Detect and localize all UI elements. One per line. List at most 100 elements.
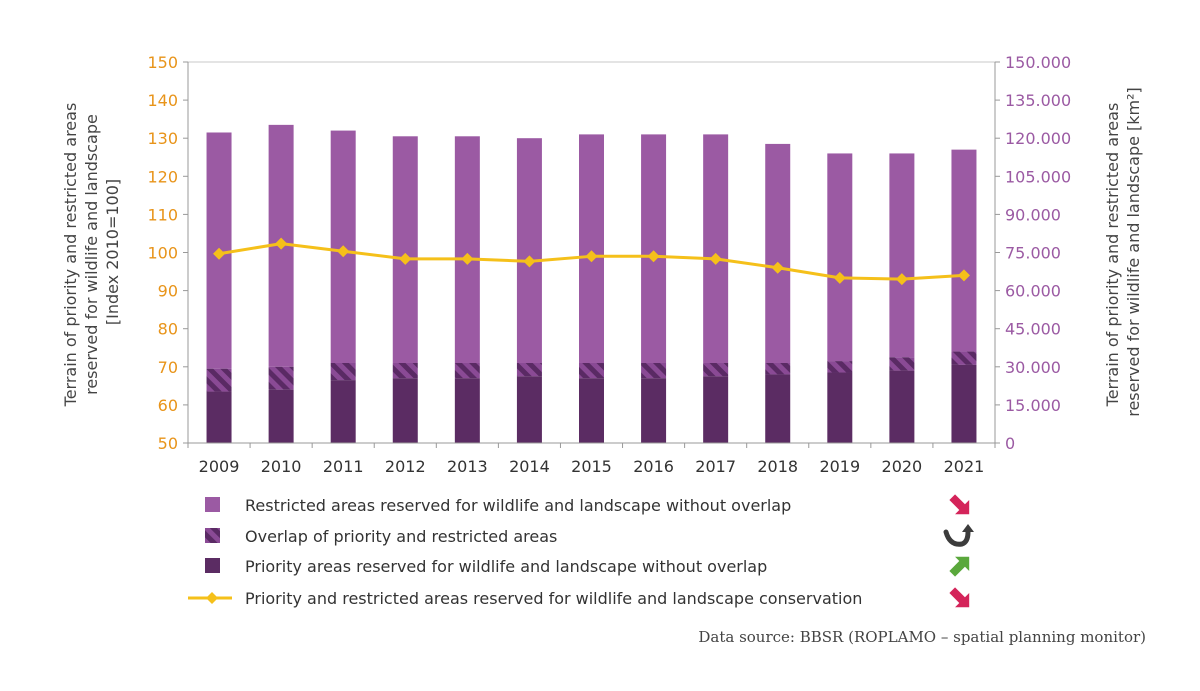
y-left-tick-label: 140	[147, 91, 178, 110]
legend-label: Priority and restricted areas reserved f…	[245, 589, 862, 608]
y-right-title-line-1: Terrain of priority and restricted areas	[1103, 103, 1122, 408]
line-marker	[213, 247, 226, 260]
y-left-tick-label: 100	[147, 244, 178, 263]
x-tick-label: 2014	[509, 457, 550, 476]
bar-priority	[951, 364, 977, 443]
line-marker	[957, 269, 970, 282]
y-left-tick-label: 80	[158, 320, 178, 339]
bar-priority	[641, 378, 667, 443]
bar-overlap	[392, 362, 418, 379]
bar-restricted	[765, 143, 791, 363]
line-marker	[895, 273, 908, 286]
trend-down-arrow-shape	[949, 494, 970, 515]
x-tick-label: 2012	[385, 457, 426, 476]
y-right-tick-label: 45.000	[1005, 320, 1061, 339]
bar-priority	[330, 380, 356, 443]
y-right-tick-label: 30.000	[1005, 358, 1061, 377]
line-marker	[461, 252, 474, 265]
x-tick-label: 2020	[882, 457, 923, 476]
y-left-tick-label: 130	[147, 129, 178, 148]
trend-reversal-head	[962, 524, 974, 532]
bar-overlap	[641, 362, 667, 379]
trend-up-arrow-shape	[949, 556, 970, 577]
y-right-tick-label: 75.000	[1005, 244, 1061, 263]
y-left-tick-label: 90	[158, 282, 178, 301]
line-marker	[399, 252, 412, 265]
legend-swatch-restricted	[205, 497, 220, 512]
y-left-tick-label: 60	[158, 396, 178, 415]
trend-reversal-arrow-icon	[943, 524, 974, 547]
plot-area: 50 60 70 80 90 100 110 120 130 140 150 0 15.000 30.00…	[147, 53, 1071, 476]
line-marker	[771, 261, 784, 274]
legend-swatch-marker	[206, 592, 218, 604]
bar-priority	[579, 378, 604, 443]
trend-reversal-curve	[943, 529, 971, 547]
x-tick-label: 2011	[323, 457, 364, 476]
bar-overlap	[703, 362, 729, 377]
x-tick-label: 2017	[695, 457, 736, 476]
bar-overlap	[889, 357, 915, 371]
y-left-axis-title: Terrain of priority and restricted areas…	[61, 98, 122, 408]
y-left-tick-label: 70	[158, 358, 178, 377]
bar-priority	[206, 391, 232, 443]
x-tick-label: 2009	[199, 457, 240, 476]
bar-overlap	[206, 368, 232, 392]
legend: Restricted areas reserved for wildlife a…	[188, 494, 974, 608]
line-marker	[523, 255, 536, 268]
y-right-tick-label: 90.000	[1005, 205, 1061, 224]
trend-down-arrow-icon	[949, 494, 970, 515]
legend-label: Priority areas reserved for wildlife and…	[245, 557, 767, 576]
bar-priority	[889, 370, 915, 443]
bar-overlap	[268, 366, 294, 390]
bar-restricted	[703, 134, 729, 363]
y-right-tick-label: 150.000	[1005, 53, 1071, 72]
line-marker	[709, 252, 722, 265]
x-tick-label: 2010	[261, 457, 302, 476]
bar-restricted	[392, 136, 418, 363]
line-marker	[275, 237, 288, 250]
line-marker	[337, 245, 350, 258]
line-marker	[647, 250, 660, 263]
y-right-tick-label: 135.000	[1005, 91, 1071, 110]
y-right-axis-title: Terrain of priority and restricted areas…	[1103, 87, 1143, 417]
legend-swatch-overlap	[205, 528, 220, 543]
trend-down-arrow-shape	[949, 587, 970, 608]
y-right-title-line-2: reserved for wildlife and landscape [km²…	[1124, 87, 1143, 417]
x-tick-label: 2019	[819, 457, 860, 476]
bar-overlap	[516, 362, 542, 377]
y-left-tick-label: 150	[147, 53, 178, 72]
bar-priority	[392, 378, 418, 443]
y-left-tick-label: 120	[147, 167, 178, 186]
x-tick-label: 2016	[633, 457, 674, 476]
bar-restricted	[889, 153, 915, 358]
y-left-tick-label: 50	[158, 434, 178, 453]
bar-overlap	[951, 351, 977, 365]
y-right-tick-label: 15.000	[1005, 396, 1061, 415]
bar-restricted	[951, 149, 977, 352]
x-tick-label: 2018	[757, 457, 798, 476]
bar-priority	[454, 378, 480, 443]
bar-restricted	[827, 153, 853, 362]
bar-overlap	[330, 362, 356, 381]
bar-priority	[516, 376, 542, 443]
bar-restricted	[641, 134, 667, 363]
bar-restricted	[579, 134, 604, 363]
y-left-tick-label: 110	[147, 205, 178, 224]
legend-label: Restricted areas reserved for wildlife a…	[245, 496, 791, 515]
bar-priority	[703, 376, 729, 443]
bar-overlap	[827, 361, 853, 373]
line-marker	[585, 250, 598, 263]
y-left-title-line-2: reserved for wildlife and landscape	[82, 114, 101, 395]
data-source: Data source: BBSR (ROPLAMO – spatial pla…	[698, 628, 1146, 646]
bar-restricted	[454, 136, 480, 363]
bar-restricted	[516, 138, 542, 363]
trend-down-arrow-icon	[949, 587, 970, 608]
bar-priority	[827, 372, 853, 443]
y-right-tick-label: 60.000	[1005, 282, 1061, 301]
y-right-tick-label: 0	[1005, 434, 1015, 453]
x-tick-label: 2013	[447, 457, 488, 476]
bar-priority	[765, 374, 791, 443]
trend-up-arrow-icon	[949, 556, 970, 577]
bar-overlap	[454, 362, 480, 379]
